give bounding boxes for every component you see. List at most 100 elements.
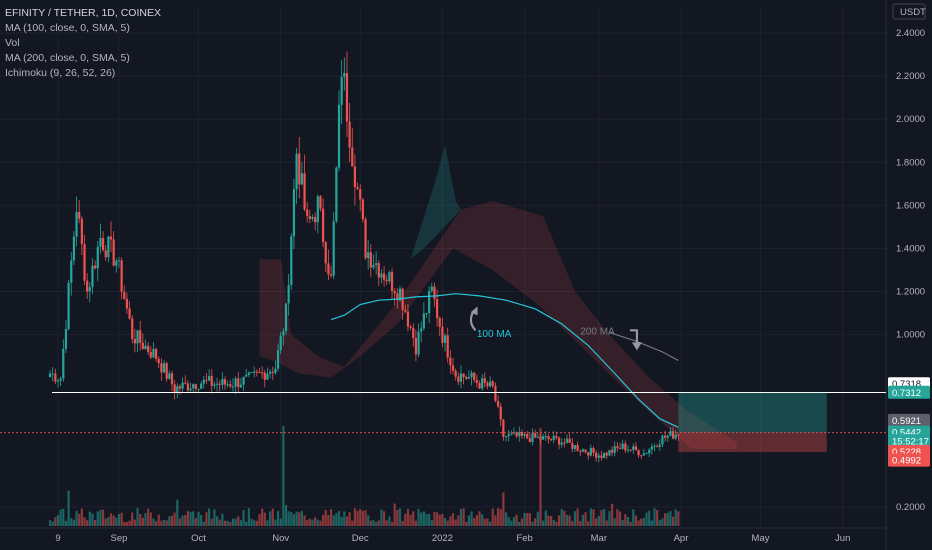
- volume-bar: [663, 513, 667, 526]
- y-tick-label: 2.4000: [896, 28, 925, 39]
- x-tick-label: 9: [55, 533, 60, 544]
- candle-body: [83, 244, 86, 281]
- candle-body: [618, 447, 622, 449]
- volume-bar: [125, 521, 129, 526]
- candle-body: [375, 263, 378, 265]
- candle-body: [518, 431, 521, 437]
- candle-body: [62, 348, 65, 379]
- volume-bar: [502, 492, 505, 526]
- volume-bar: [510, 520, 513, 526]
- candle-body: [539, 436, 542, 440]
- candle-body: [104, 250, 107, 258]
- candle-body: [367, 252, 370, 259]
- price-tag-text: 0.5228: [892, 447, 921, 458]
- volume-bar: [661, 518, 664, 526]
- y-tick-label: 1.6000: [896, 200, 925, 211]
- ichimoku-cloud-green: [410, 145, 461, 260]
- x-tick-label: 2022: [432, 533, 453, 544]
- y-tick-label: 2.2000: [896, 71, 925, 82]
- volume-bar: [322, 514, 325, 526]
- currency-label: USDT: [900, 7, 926, 18]
- volume-bar: [579, 521, 582, 526]
- volume-bar: [271, 508, 274, 526]
- legend-vol[interactable]: Vol: [5, 37, 20, 49]
- volume-bar: [481, 514, 484, 526]
- legend-ichimoku[interactable]: Ichimoku (9, 26, 52, 26): [5, 67, 116, 79]
- candle-body: [322, 208, 325, 243]
- annotation-200ma[interactable]: 200 MA: [580, 327, 615, 338]
- candle-body: [443, 335, 447, 343]
- candle-body: [372, 264, 375, 268]
- volume-bar: [154, 521, 158, 526]
- volume-bar: [189, 511, 192, 526]
- candle-body: [595, 452, 598, 458]
- candle-body: [563, 442, 566, 444]
- volume-bar: [369, 520, 372, 526]
- volume-bar: [621, 519, 624, 526]
- candle-body: [613, 446, 616, 453]
- candle-body: [534, 433, 537, 438]
- candle-body: [433, 286, 436, 300]
- volume-bar: [276, 510, 280, 526]
- candle-body: [629, 449, 632, 451]
- legend-ma100[interactable]: MA (100, close, 0, SMA, 5): [5, 22, 130, 34]
- volume-bar: [239, 520, 243, 526]
- volume-bar: [298, 512, 301, 526]
- candle-body: [176, 386, 179, 393]
- volume-bar: [496, 508, 500, 526]
- volume-bar: [332, 515, 335, 526]
- volume-bar: [279, 518, 282, 526]
- candle-body: [165, 363, 168, 379]
- candle-body: [388, 272, 391, 282]
- volume-bar: [292, 514, 296, 526]
- volume-bar: [459, 508, 463, 526]
- candle-body: [674, 434, 677, 439]
- volume-bar: [475, 515, 478, 526]
- volume-bar: [425, 513, 428, 526]
- volume-bar: [398, 508, 402, 526]
- volume-bar: [348, 512, 351, 526]
- volume-bar: [117, 514, 121, 526]
- candle-body: [420, 328, 423, 332]
- volume-bar: [560, 508, 563, 526]
- volume-bar: [595, 518, 598, 526]
- curved-down-arrow-icon: [629, 329, 639, 347]
- x-tick-label: Feb: [516, 533, 532, 544]
- candle-body: [208, 376, 211, 381]
- volume-bar: [70, 518, 73, 526]
- candle-body: [515, 432, 518, 437]
- candle-body: [565, 438, 569, 443]
- volume-bar: [428, 514, 431, 526]
- candle-body: [101, 238, 105, 251]
- legend-ma200[interactable]: MA (200, close, 0, SMA, 5): [5, 52, 130, 64]
- candle-body: [279, 335, 282, 351]
- ichimoku-cloud-red: [259, 201, 737, 449]
- candle-body: [210, 376, 213, 386]
- volume-bar: [78, 513, 81, 526]
- volume-bar: [192, 511, 195, 526]
- candle-body: [340, 77, 343, 105]
- currency-badge[interactable]: [892, 3, 926, 20]
- candle-body: [356, 187, 359, 190]
- candle-body: [48, 373, 52, 378]
- candle-body: [634, 446, 638, 451]
- candle-body: [141, 342, 144, 350]
- candle-body: [542, 436, 545, 440]
- position-profit-zone[interactable]: [678, 392, 827, 433]
- annotation-100ma[interactable]: 100 MA: [477, 329, 512, 340]
- candle-body: [75, 212, 78, 237]
- candle-body: [54, 373, 57, 382]
- position-loss-zone[interactable]: [678, 432, 827, 453]
- candle-body: [268, 371, 272, 374]
- candle-body: [181, 382, 184, 389]
- candle-body: [653, 446, 656, 448]
- volume-bar: [396, 509, 399, 526]
- volume-bar: [51, 521, 54, 526]
- candle-body: [496, 400, 500, 407]
- candle-body: [677, 434, 680, 436]
- candle-body: [120, 260, 123, 292]
- candle-body: [459, 373, 463, 382]
- volume-bar: [263, 512, 266, 526]
- volume-bar: [470, 511, 473, 526]
